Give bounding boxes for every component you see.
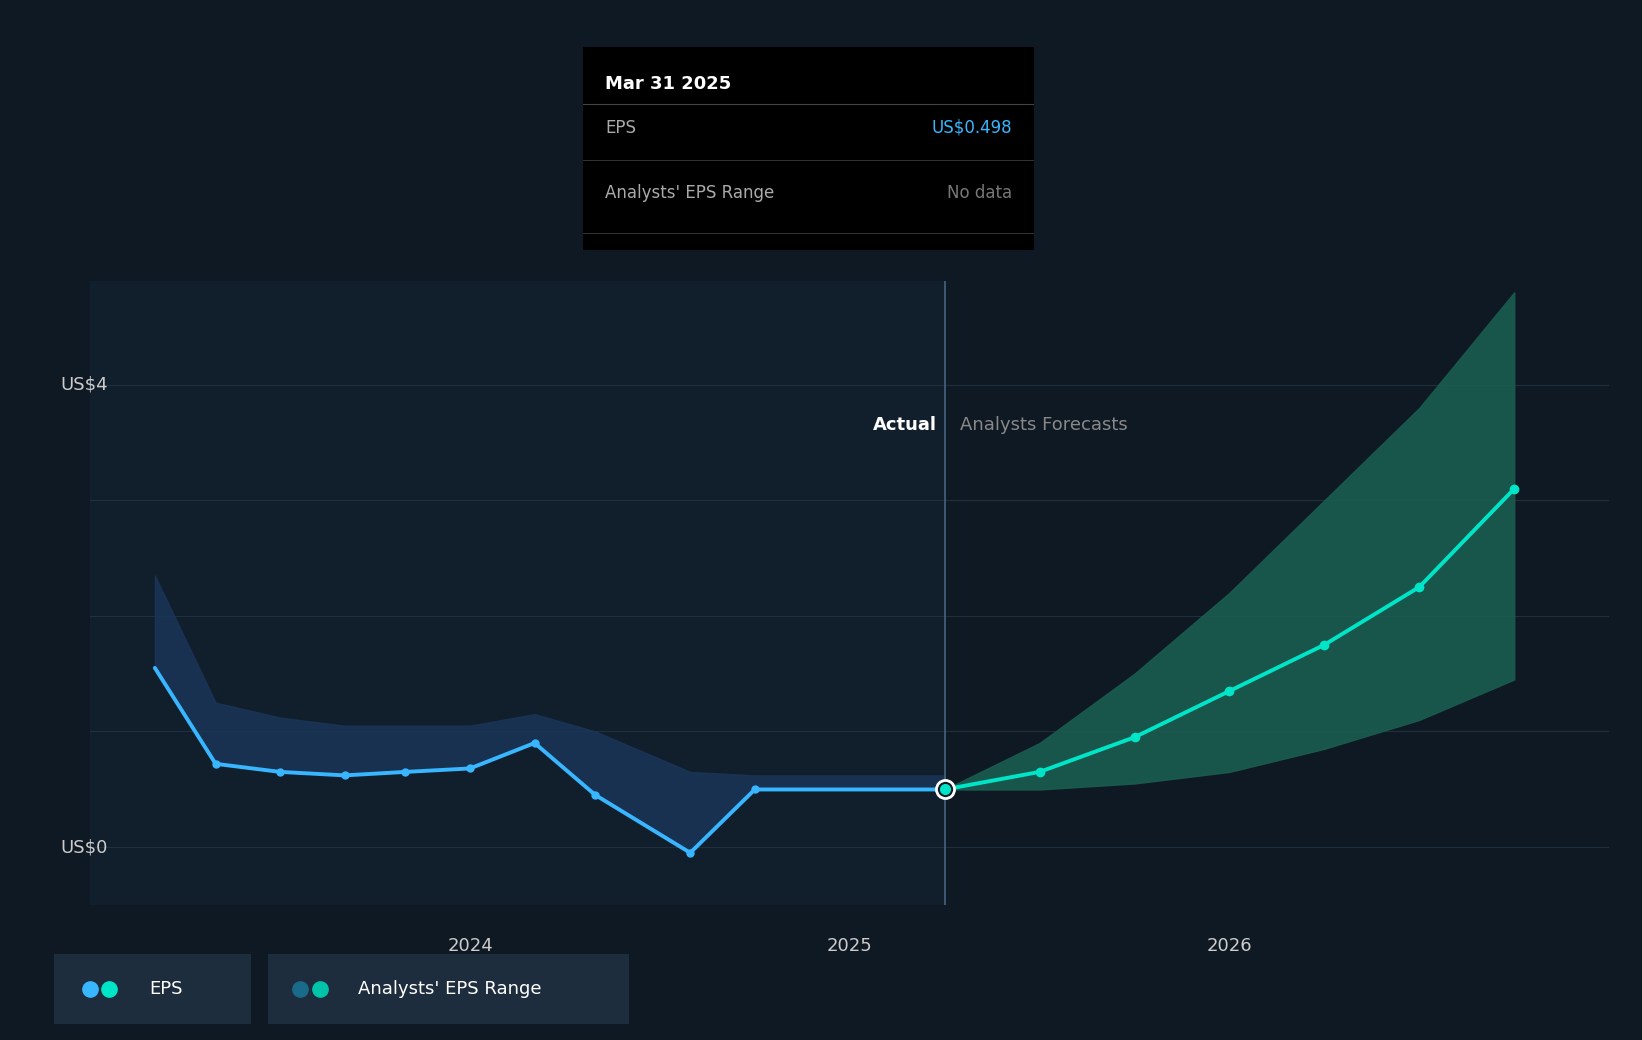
Text: Analysts' EPS Range: Analysts' EPS Range — [358, 980, 542, 998]
Text: EPS: EPS — [606, 119, 637, 137]
Text: Actual: Actual — [874, 416, 938, 435]
Text: Analysts Forecasts: Analysts Forecasts — [961, 416, 1128, 435]
Text: No data: No data — [947, 184, 1011, 202]
Text: 2025: 2025 — [828, 937, 872, 955]
Text: Analysts' EPS Range: Analysts' EPS Range — [606, 184, 775, 202]
Text: US$4: US$4 — [61, 375, 108, 394]
Text: US$0: US$0 — [61, 838, 107, 856]
Text: EPS: EPS — [149, 980, 182, 998]
Bar — [90, 281, 944, 905]
Text: US$0.498: US$0.498 — [931, 119, 1011, 137]
Text: 2026: 2026 — [1207, 937, 1253, 955]
Text: Mar 31 2025: Mar 31 2025 — [606, 75, 732, 94]
Text: 2024: 2024 — [447, 937, 493, 955]
